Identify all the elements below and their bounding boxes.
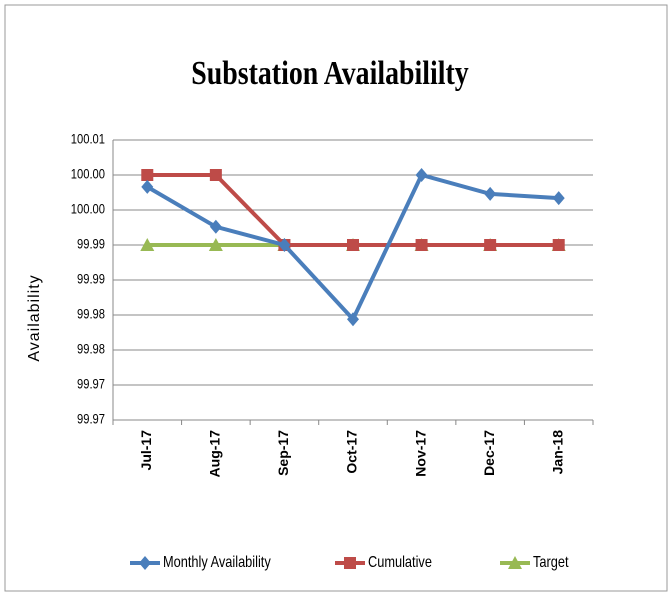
data-point: [140, 238, 155, 251]
x-tick-label: Dec-17: [481, 430, 497, 476]
data-point: [209, 219, 222, 234]
data-point: [278, 238, 291, 252]
y-tick-label: 99.98: [77, 342, 105, 357]
data-point: [347, 239, 359, 251]
y-tick-label: 99.97: [77, 412, 105, 427]
x-tick-label: Sep-17: [275, 430, 291, 476]
x-tick-label: Oct-17: [344, 430, 360, 474]
y-tick-label: 100.00: [71, 202, 105, 217]
data-point: [484, 239, 497, 251]
legend-marker: [508, 556, 522, 569]
x-tick-label: Aug-17: [207, 430, 223, 478]
data-point: [415, 239, 428, 251]
legend-label: Monthly Availability: [163, 554, 271, 572]
legend-label: Cumulative: [368, 554, 432, 572]
legend-label: Target: [533, 554, 569, 572]
data-point: [347, 312, 359, 327]
y-tick-label: 99.99: [77, 237, 105, 252]
data-point: [552, 191, 565, 206]
y-axis-label: Availability: [26, 274, 43, 361]
data-point: [552, 239, 565, 251]
data-point: [141, 169, 154, 181]
data-point: [484, 186, 497, 201]
y-tick-label: 100.01: [71, 132, 105, 147]
data-point: [141, 179, 154, 194]
x-tick-label: Jul-17: [138, 430, 154, 471]
y-tick-label: 99.99: [77, 272, 105, 287]
y-tick-label: 99.98: [77, 307, 105, 322]
legend-marker: [344, 557, 356, 569]
data-point: [209, 169, 222, 181]
x-tick-label: Nov-17: [412, 430, 428, 477]
chart-title: Substation Availabililty: [191, 53, 469, 91]
data-point: [415, 168, 428, 182]
x-tick-label: Jan-18: [549, 430, 565, 475]
y-tick-label: 100.00: [71, 167, 105, 182]
data-point: [208, 238, 223, 251]
y-tick-label: 99.97: [77, 377, 105, 392]
legend-marker: [139, 556, 151, 570]
